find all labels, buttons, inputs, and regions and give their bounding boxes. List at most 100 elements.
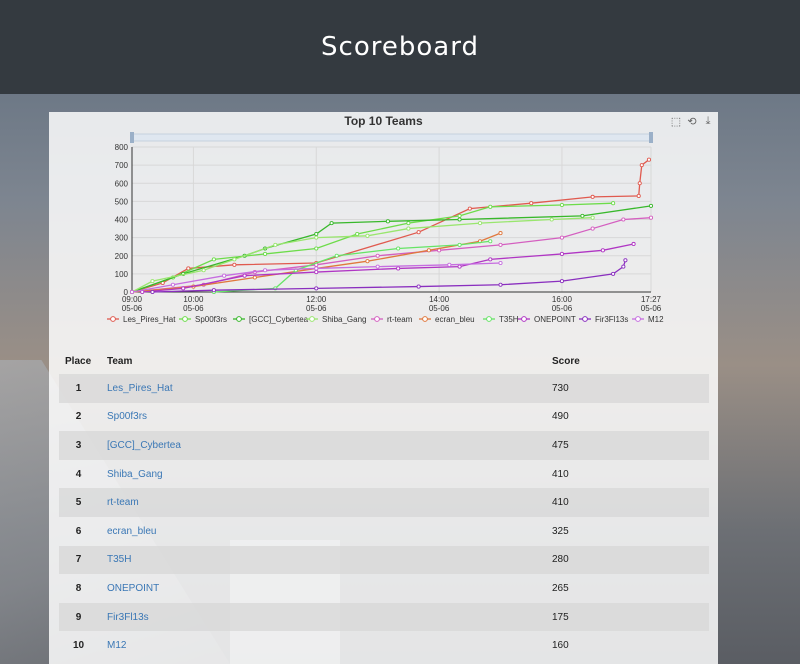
zoom-reset-icon[interactable]: ⟲ (687, 116, 697, 128)
download-icon[interactable]: ⤓ (705, 115, 711, 127)
row-place: 5 (59, 488, 98, 517)
row-score: 325 (552, 525, 569, 537)
series-point (334, 253, 339, 258)
series-point (457, 217, 462, 222)
series-point (406, 226, 411, 231)
series-point (396, 246, 401, 251)
team-link[interactable]: Sp00f3rs (107, 411, 148, 423)
header-place: Place (65, 355, 92, 367)
series-point (611, 201, 616, 206)
score-line-chart: 010020030040050060070080009:0005-0610:00… (107, 132, 664, 324)
series-point (648, 203, 654, 208)
series-point (559, 202, 564, 208)
x-tick-date-label: 05-06 (552, 304, 573, 313)
table-row: 9 Fir3Fl13s 175 (59, 602, 709, 632)
series-point (329, 221, 334, 226)
series-point (590, 194, 595, 199)
series-point (457, 264, 462, 269)
row-score: 410 (552, 468, 569, 480)
legend-swatch-marker (374, 316, 380, 322)
series-point (273, 242, 278, 247)
series-point (559, 251, 564, 256)
table-row: 3 [GCC]_Cybertea 475 (59, 431, 709, 460)
page-title: Scoreboard (321, 32, 479, 62)
series-point (396, 266, 401, 271)
series-point (211, 257, 216, 262)
x-tick-label: 12:00 (306, 295, 327, 304)
row-score: 265 (552, 582, 569, 594)
x-tick-date-label: 05-06 (122, 304, 143, 313)
x-tick-date-label: 05-06 (429, 304, 450, 313)
series-point (447, 262, 452, 267)
series-point (498, 242, 503, 247)
table-row: 7 T35H 280 (59, 545, 709, 575)
y-tick-label: 100 (115, 270, 129, 279)
row-score: 410 (552, 488, 709, 517)
series-point (488, 239, 493, 244)
series-point (365, 233, 370, 238)
legend-label: ONEPOINT (534, 315, 576, 324)
series-point (406, 221, 411, 226)
x-tick-date-label: 05-06 (183, 304, 204, 313)
team-link[interactable]: Fir3Fl13s (107, 611, 149, 623)
team-link[interactable]: ONEPOINT (107, 582, 160, 594)
row-place: 1 (59, 374, 98, 403)
team-link[interactable]: rt-team (107, 497, 139, 509)
series-point (355, 231, 360, 237)
legend-swatch-marker (486, 316, 492, 322)
y-tick-label: 400 (115, 216, 129, 225)
legend-label: [GCC]_Cybertea (249, 315, 309, 324)
x-tick-date-label: 05-06 (306, 304, 327, 313)
series-point (314, 235, 319, 240)
team-link[interactable]: [GCC]_Cybertea (107, 439, 181, 451)
row-score: 160 (552, 640, 569, 652)
series-point (621, 264, 626, 269)
series-line-7 (142, 243, 634, 293)
row-place: 10 (72, 640, 85, 652)
zoom-slider-track (131, 133, 652, 142)
scoreboard-panel: Top 10 Teams ⬚ ⟲ ⤓ 0 100 200 300 400 500 600 70… (49, 112, 718, 664)
series-point (263, 251, 268, 256)
row-place: 9 (59, 602, 98, 632)
series-point (637, 181, 642, 186)
y-tick-label: 600 (115, 179, 129, 188)
team-link[interactable]: T35H (107, 554, 132, 566)
table-header-row: Place Team Score (59, 348, 709, 374)
series-point (375, 264, 380, 269)
y-tick-label: 0 (124, 288, 129, 297)
team-link[interactable]: ecran_bleu (107, 525, 157, 537)
row-place: 8 (75, 582, 82, 594)
series-point (232, 257, 237, 262)
team-link[interactable]: Les_Pires_Hat (107, 382, 173, 394)
series-point (639, 163, 644, 168)
series-line-2 (131, 205, 652, 293)
series-point (498, 231, 503, 236)
team-link[interactable]: Shiba_Gang (107, 468, 163, 480)
chart-title: Top 10 Teams (344, 114, 423, 128)
series-line-0 (131, 159, 650, 293)
series-point (314, 246, 319, 251)
series-point (646, 157, 652, 162)
row-place: 7 (59, 545, 98, 575)
series-point (375, 253, 380, 258)
series-point (631, 241, 636, 247)
series-point (559, 279, 564, 284)
series-point (314, 270, 319, 275)
series-point (590, 215, 595, 220)
x-tick-label: 14:00 (429, 295, 450, 304)
team-link[interactable]: M12 (107, 640, 127, 652)
zoom-icon[interactable]: ⬚ (670, 116, 682, 128)
series-point (232, 262, 237, 267)
series-point (201, 268, 206, 273)
legend-label: ecran_bleu (435, 315, 475, 324)
row-place: 2 (75, 411, 82, 423)
series-point (498, 260, 503, 266)
row-score: 490 (552, 411, 569, 423)
series-point (498, 282, 503, 287)
series-point (580, 213, 585, 218)
series-line-5 (131, 232, 501, 293)
row-place: 6 (75, 525, 82, 537)
series-line-3 (131, 217, 593, 293)
series-point (488, 204, 493, 209)
series-point (385, 219, 390, 224)
